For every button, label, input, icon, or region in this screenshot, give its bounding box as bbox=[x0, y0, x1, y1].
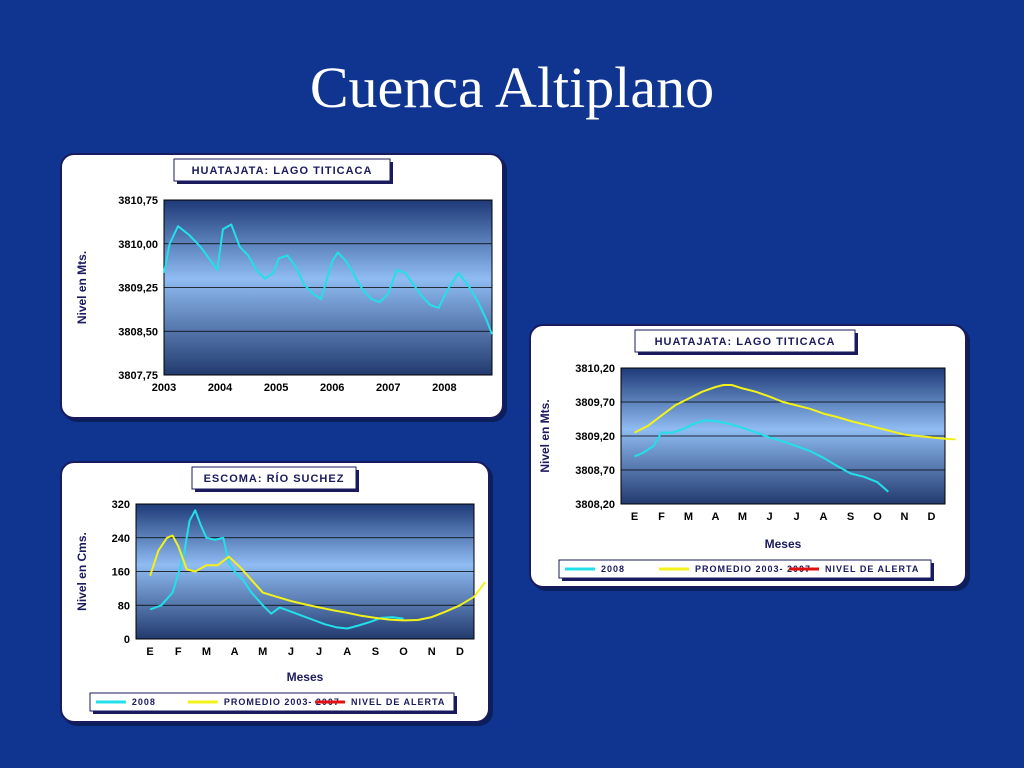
legend-label: NIVEL DE ALERTA bbox=[351, 697, 445, 707]
chart-svg: ESCOMA: RÍO SUCHEZ 320 240 160 80 0 E F M A M J J A S O… bbox=[75, 466, 487, 714]
x-tick-label: J bbox=[766, 511, 772, 523]
y-tick-label: 3808,50 bbox=[118, 326, 158, 338]
x-tick-label: F bbox=[658, 511, 665, 523]
y-tick-label: 3810,20 bbox=[575, 363, 615, 375]
y-tick-label: 3809,70 bbox=[575, 397, 615, 409]
x-tick-label: A bbox=[231, 646, 239, 658]
x-tick-label: D bbox=[928, 511, 936, 523]
x-tick-label: N bbox=[901, 511, 909, 523]
legend-box bbox=[89, 692, 455, 712]
x-tick-label: M bbox=[738, 511, 747, 523]
y-tick-label: 80 bbox=[118, 600, 130, 612]
x-tick-label: 2008 bbox=[432, 382, 456, 394]
y-tick-label: 3810,75 bbox=[118, 195, 158, 207]
chart-title-box bbox=[634, 329, 856, 353]
x-tick-label: A bbox=[712, 511, 720, 523]
x-tick-label: N bbox=[428, 646, 436, 658]
y-tick-label: 3809,20 bbox=[575, 431, 615, 443]
y-tick-label: 240 bbox=[112, 533, 130, 545]
y-tick-label: 3807,75 bbox=[118, 370, 158, 382]
x-tick-label: M bbox=[202, 646, 211, 658]
chart-panel-huatajata-monthly: HUATAJATA: LAGO TITICACA 3810,20 3809,70 38… bbox=[529, 324, 967, 588]
y-tick-label: 0 bbox=[124, 634, 130, 646]
x-tick-label: 2005 bbox=[264, 382, 288, 394]
x-tick-label: M bbox=[684, 511, 693, 523]
chart-title: HUATAJATA: LAGO TITICACA bbox=[192, 165, 373, 177]
chart-svg: HUATAJATA: LAGO TITICACA 3810,75 3810,00 38… bbox=[75, 158, 493, 394]
x-tick-label: E bbox=[146, 646, 153, 658]
legend-box bbox=[558, 559, 932, 579]
chart-title-box bbox=[191, 466, 357, 490]
chart-title: HUATAJATA: LAGO TITICACA bbox=[655, 336, 836, 348]
x-tick-label: M bbox=[258, 646, 267, 658]
x-tick-label: 2003 bbox=[152, 382, 176, 394]
x-tick-label: S bbox=[372, 646, 379, 658]
y-axis-label: Nivel en Mts. bbox=[538, 399, 552, 472]
chart-panel-escoma-suchez: ESCOMA: RÍO SUCHEZ 320 240 160 80 0 E F M A M J J A S O… bbox=[60, 461, 490, 723]
x-tick-label: O bbox=[873, 511, 882, 523]
series-line bbox=[634, 419, 889, 493]
chart-title: ESCOMA: RÍO SUCHEZ bbox=[204, 472, 345, 485]
x-tick-label: J bbox=[288, 646, 294, 658]
slide-title: Cuenca Altiplano bbox=[309, 55, 715, 120]
series-line bbox=[149, 509, 404, 630]
y-tick-label: 320 bbox=[112, 499, 130, 511]
legend-label: 2008 bbox=[132, 697, 156, 707]
x-tick-label: F bbox=[175, 646, 182, 658]
y-axis-label: Nivel en Cms. bbox=[75, 532, 89, 611]
y-axis-label: Nivel en Mts. bbox=[75, 251, 89, 324]
chart-svg: HUATAJATA: LAGO TITICACA 3810,20 3809,70 38… bbox=[538, 329, 956, 581]
legend-label: PROMEDIO 2003- 2007 bbox=[695, 564, 811, 574]
x-tick-label: A bbox=[343, 646, 351, 658]
x-tick-label: O bbox=[399, 646, 408, 658]
legend-label: PROMEDIO 2003- 2007 bbox=[224, 697, 340, 707]
x-tick-label: E bbox=[631, 511, 638, 523]
series-line bbox=[163, 223, 493, 335]
x-axis-label: Meses bbox=[765, 537, 802, 551]
x-tick-label: J bbox=[793, 511, 799, 523]
series-line bbox=[634, 384, 956, 441]
y-tick-label: 3808,70 bbox=[575, 465, 615, 477]
y-tick-label: 3810,00 bbox=[118, 239, 158, 251]
y-tick-label: 3808,20 bbox=[575, 499, 615, 511]
legend-label: NIVEL DE ALERTA bbox=[825, 564, 919, 574]
legend-label: 2008 bbox=[601, 564, 625, 574]
x-tick-label: S bbox=[847, 511, 854, 523]
x-tick-label: D bbox=[456, 646, 464, 658]
x-tick-label: A bbox=[820, 511, 828, 523]
x-axis-label: Meses bbox=[287, 670, 324, 684]
chart-panel-huatajata-annual: HUATAJATA: LAGO TITICACA 3810,75 3810,00 38… bbox=[60, 153, 504, 419]
x-tick-label: 2007 bbox=[376, 382, 400, 394]
x-tick-label: 2004 bbox=[208, 382, 233, 394]
y-tick-label: 160 bbox=[112, 567, 130, 579]
series-line bbox=[149, 534, 487, 622]
x-tick-label: J bbox=[316, 646, 322, 658]
y-tick-label: 3809,25 bbox=[118, 283, 158, 295]
chart-title-box bbox=[173, 158, 391, 182]
x-tick-label: 2006 bbox=[320, 382, 344, 394]
